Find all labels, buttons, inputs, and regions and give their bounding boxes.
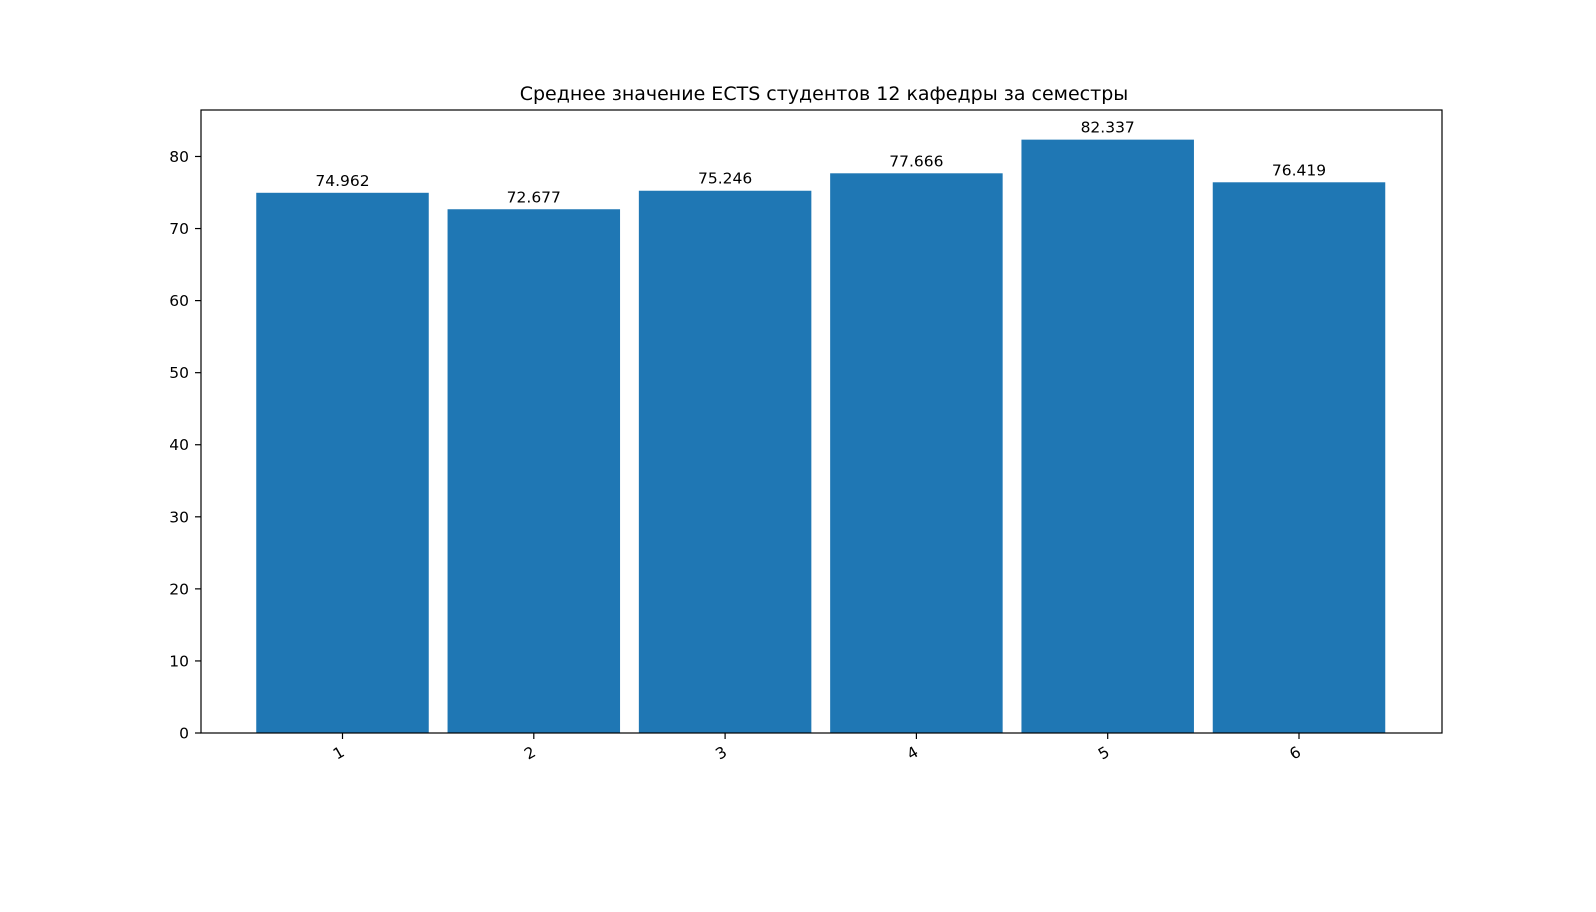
- y-tick-label: 40: [169, 436, 189, 454]
- bar-1: [256, 192, 429, 734]
- bar-value-label: 76.419: [1272, 161, 1326, 179]
- x-tick-label: 5: [1095, 743, 1113, 764]
- y-tick-label: 0: [179, 725, 189, 743]
- x-axis: 1 2 3 4 5 6: [330, 733, 1304, 763]
- x-tick-label: 2: [521, 743, 539, 764]
- bar-3: [638, 190, 812, 734]
- bar-5: [1021, 139, 1194, 733]
- bar-value-label: 74.962: [315, 172, 369, 190]
- y-tick-label: 70: [169, 220, 189, 238]
- bar-2: [447, 209, 621, 733]
- chart-title: Среднее значение ECTS студентов 12 кафед…: [520, 83, 1129, 105]
- y-tick-label: 60: [169, 292, 189, 310]
- bar-value-labels: 74.962 72.677 75.246 77.666 82.337 76.419: [315, 119, 1326, 207]
- y-tick-label: 20: [169, 580, 189, 598]
- bar-value-label: 77.666: [889, 152, 943, 170]
- bar-value-label: 82.337: [1081, 119, 1135, 137]
- x-tick-label: 6: [1286, 743, 1304, 764]
- x-tick-label: 4: [904, 743, 922, 764]
- x-tick-label: 3: [713, 743, 731, 764]
- bar-6: [1212, 182, 1386, 734]
- plot-frame: [200, 109, 1443, 734]
- bars-layer: [256, 139, 1386, 734]
- y-tick-label: 30: [169, 508, 189, 526]
- x-tick-label: 1: [330, 743, 348, 764]
- y-tick-label: 50: [169, 364, 189, 382]
- bar-value-label: 75.246: [698, 170, 752, 188]
- bar-value-label: 72.677: [507, 188, 561, 206]
- y-axis: 0 10 20 30 40 50 60 70 80: [169, 148, 201, 743]
- y-tick-label: 10: [169, 652, 189, 670]
- y-tick-label: 80: [169, 148, 189, 166]
- bar-4: [830, 173, 1003, 734]
